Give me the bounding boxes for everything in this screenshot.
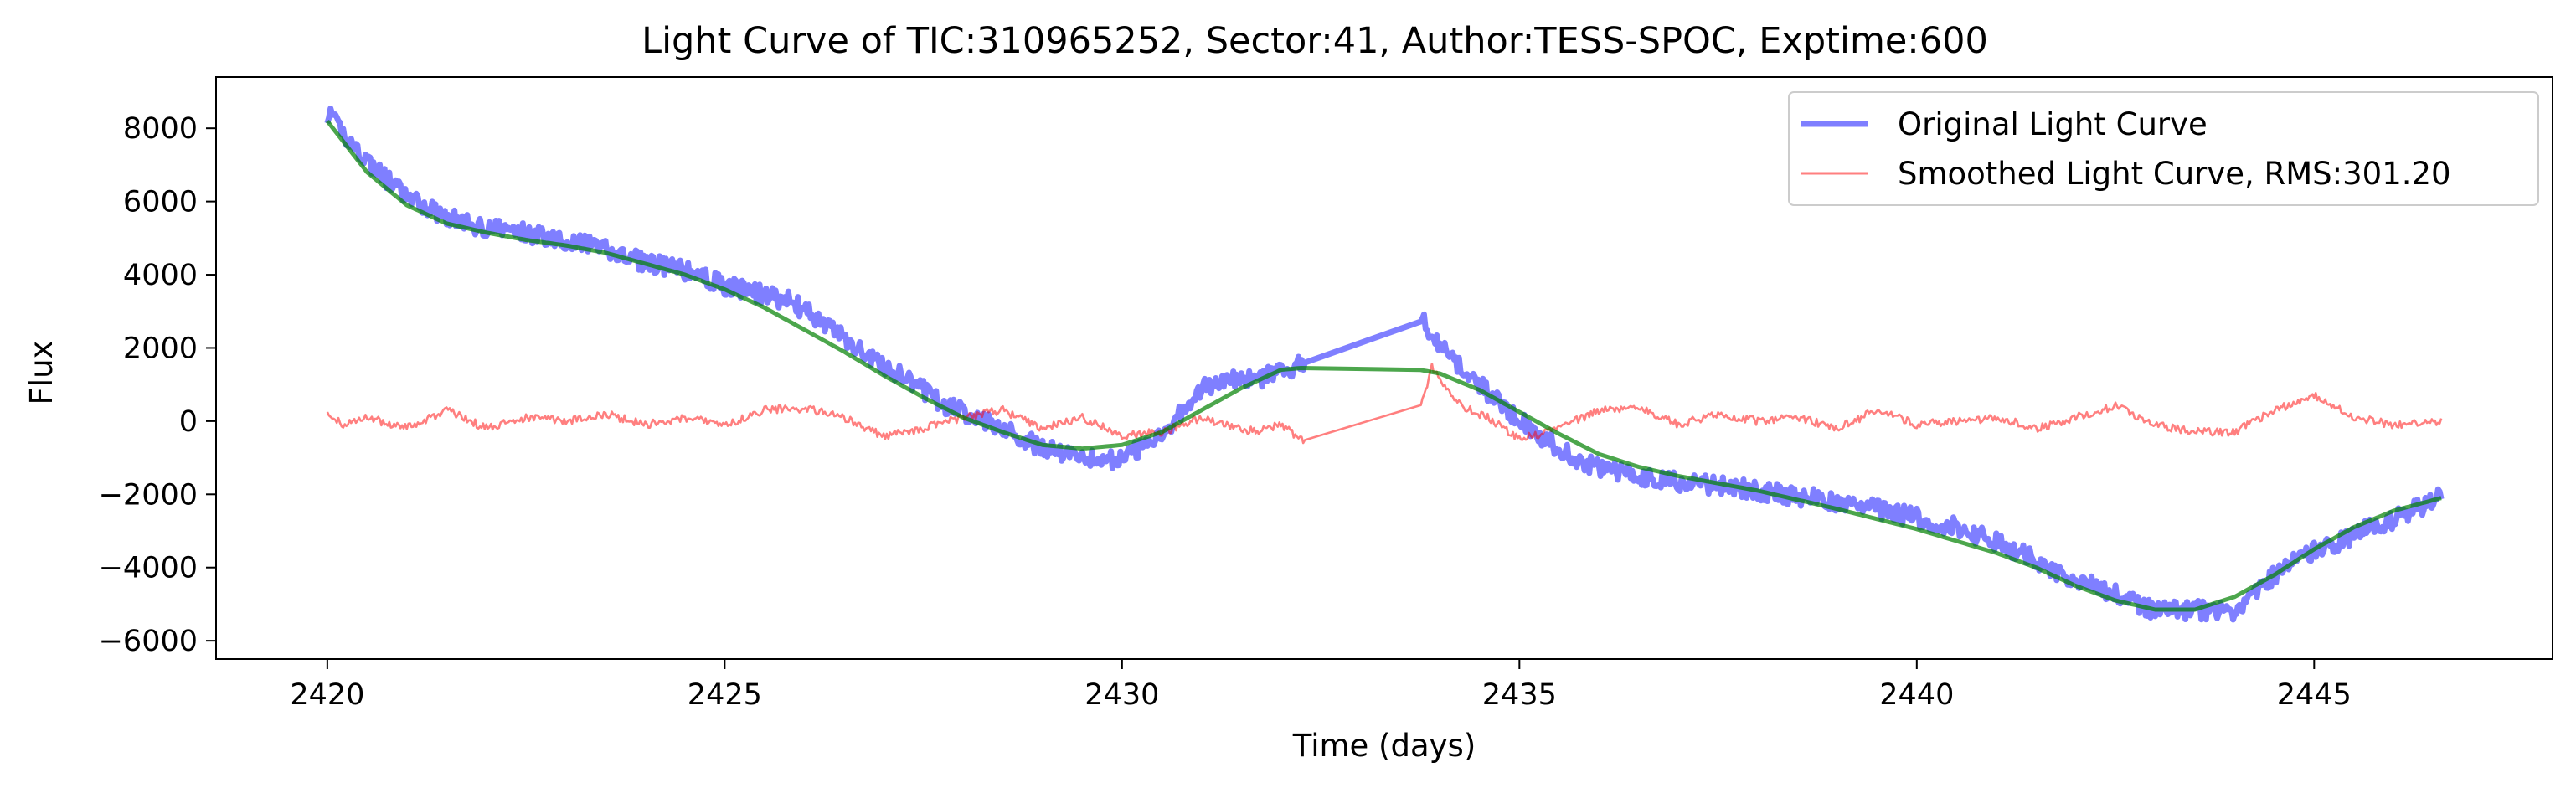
series-trend-fit — [325, 119, 2442, 612]
plot-series — [324, 106, 2445, 623]
x-axis-label: Time (days) — [1292, 728, 1476, 764]
x-axis-ticks: 2420 2425 2430 2435 2440 2445 — [290, 659, 2352, 712]
y-tick-label: −4000 — [99, 552, 198, 585]
plot-frame — [215, 76, 2553, 660]
y-tick-label: 6000 — [123, 186, 198, 219]
y-tick-label: 4000 — [123, 259, 198, 292]
y-tick-label: 2000 — [123, 332, 198, 365]
x-tick-label: 2420 — [290, 678, 364, 712]
y-tick-label: −2000 — [99, 478, 198, 512]
chart-title: Light Curve of TIC:310965252, Sector:41,… — [641, 20, 1988, 62]
y-tick-label: 0 — [179, 405, 198, 439]
x-tick-label: 2445 — [2277, 678, 2352, 712]
legend-label-smoothed: Smoothed Light Curve, RMS:301.20 — [1898, 156, 2451, 192]
x-tick-label: 2440 — [1879, 678, 1954, 712]
series-smoothed-light-curve — [326, 363, 2443, 445]
y-axis-ticks: −6000 −4000 −2000 0 2000 4000 6000 8000 — [99, 112, 216, 658]
x-tick-label: 2430 — [1084, 678, 1159, 712]
y-tick-label: 8000 — [123, 112, 198, 146]
y-axis-label: Flux — [23, 341, 59, 405]
y-tick-label: −6000 — [99, 625, 198, 658]
x-tick-label: 2425 — [688, 678, 762, 712]
x-tick-label: 2435 — [1482, 678, 1557, 712]
legend-label-original: Original Light Curve — [1898, 106, 2208, 142]
legend-box — [1788, 91, 2539, 206]
legend: Original Light Curve Smoothed Light Curv… — [1788, 91, 2539, 206]
